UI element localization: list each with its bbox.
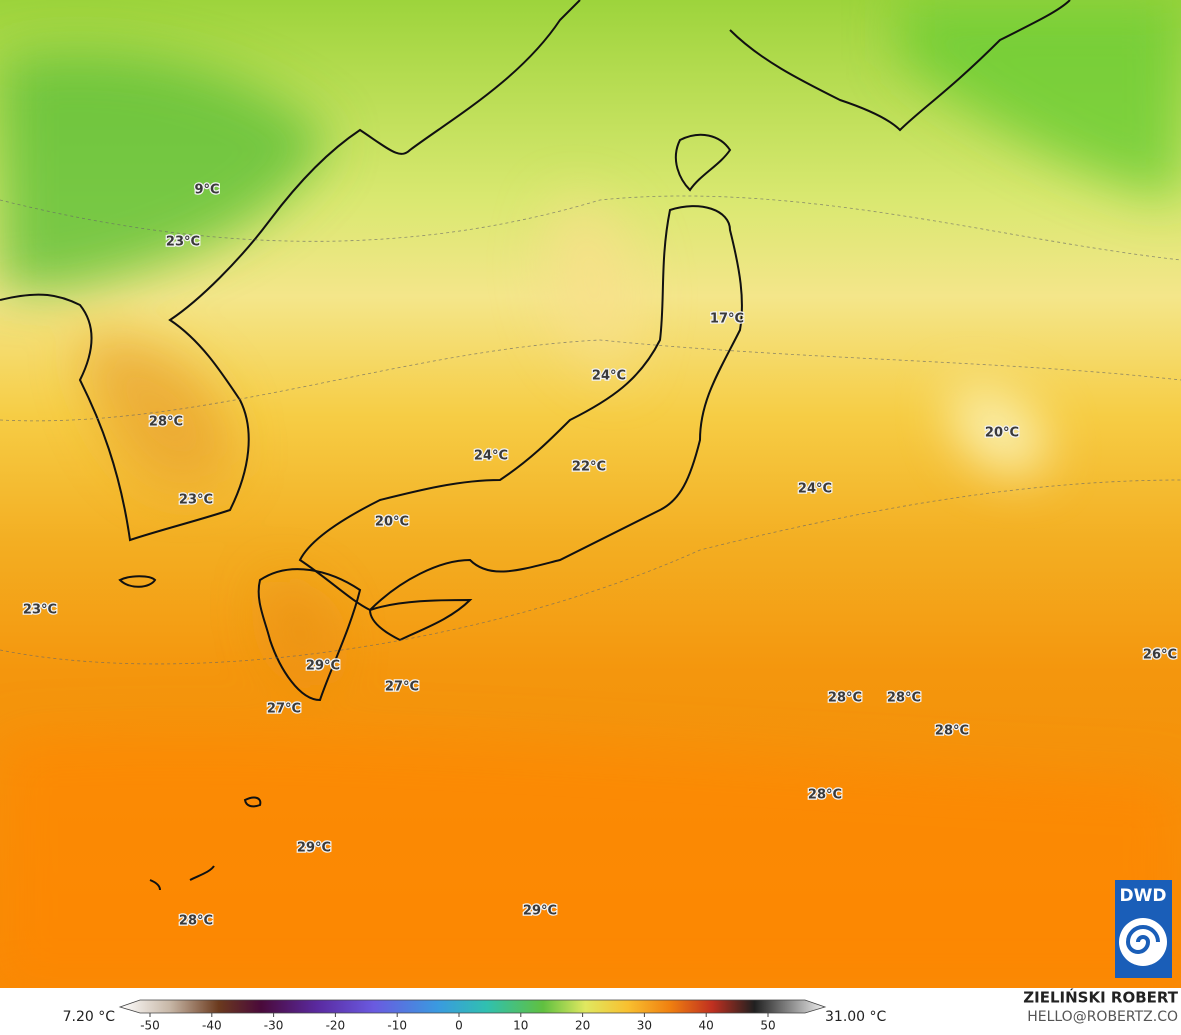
- temperature-label: 28°C: [179, 914, 213, 929]
- temperature-label: 23°C: [179, 493, 213, 508]
- colorbar-tick-label: -10: [387, 1019, 407, 1033]
- temperature-label: 20°C: [985, 426, 1019, 441]
- temperature-label: 27°C: [385, 680, 419, 695]
- temperature-label: 28°C: [935, 724, 969, 739]
- temperature-label: 29°C: [306, 659, 340, 674]
- colorbar-tick-label: 20: [575, 1019, 590, 1033]
- temperature-label: 29°C: [297, 841, 331, 856]
- dwd-logo: DWD: [1115, 880, 1172, 978]
- temperature-map: DWD 9°C 23°C 17°C 24°C 28°C 20°C 24°C 22°C 24°C 2…: [0, 0, 1181, 988]
- temperature-label: 23°C: [23, 603, 57, 618]
- temperature-label: 9°C: [194, 183, 219, 198]
- temperature-label: 28°C: [887, 691, 921, 706]
- temperature-label: 23°C: [166, 235, 200, 250]
- temperature-label: 17°C: [710, 312, 744, 327]
- colorbar-panel: 7.20 °C 31.00 °C ZIELIŃSKI ROBERT HELLO@…: [63, 988, 1179, 1033]
- temperature-label: 28°C: [149, 415, 183, 430]
- temperature-label: 28°C: [828, 691, 862, 706]
- temperature-label: 20°C: [375, 515, 409, 530]
- logo-swirl: [1125, 925, 1160, 954]
- temperature-field: [0, 0, 1181, 988]
- coastlines: [0, 0, 1071, 891]
- isotherms: [0, 195, 1181, 665]
- colorbar-tick-label: 50: [760, 1019, 775, 1033]
- colorbar-tick-label: 40: [699, 1019, 714, 1033]
- logo-text: DWD: [1120, 886, 1167, 906]
- contact: HELLO@ROBERTZ.CO: [1027, 1009, 1178, 1025]
- temperature-label: 28°C: [808, 788, 842, 803]
- max-label: 31.00 °C: [825, 1009, 887, 1025]
- colorbar-tick-label: -40: [202, 1019, 222, 1033]
- temperature-label: 27°C: [267, 702, 301, 717]
- colorbar-tick-label: -20: [326, 1019, 346, 1033]
- colorbar-tick-label: -30: [264, 1019, 284, 1033]
- temperature-label: 24°C: [592, 369, 626, 384]
- temperature-label: 29°C: [523, 904, 557, 919]
- temperature-label: 24°C: [798, 482, 832, 497]
- min-label: 7.20 °C: [63, 1009, 116, 1025]
- temperature-label: 24°C: [474, 449, 508, 464]
- colorbar-tick-label: 30: [637, 1019, 652, 1033]
- author: ZIELIŃSKI ROBERT: [1023, 988, 1178, 1007]
- colorbar-tick-label: -50: [140, 1019, 160, 1033]
- colorbar-tick-label: 10: [513, 1019, 528, 1033]
- temperature-label: 22°C: [572, 460, 606, 475]
- colorbar-tick-label: 0: [455, 1019, 463, 1033]
- temperature-label: 26°C: [1143, 648, 1177, 663]
- colorbar: [118, 999, 827, 1014]
